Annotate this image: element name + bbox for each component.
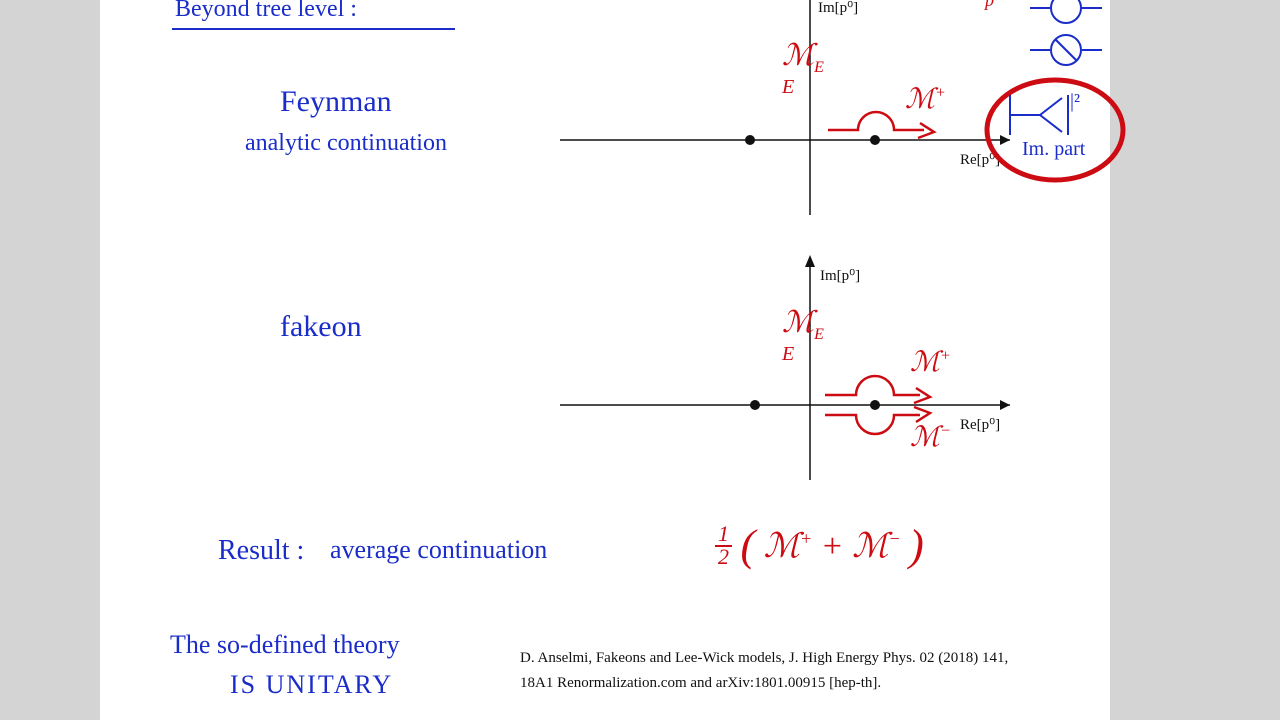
diagram2-svg	[560, 250, 1030, 480]
d1-E: E	[782, 76, 794, 99]
margin-p: p2	[985, 0, 999, 11]
feynman-line1: Feynman	[280, 85, 392, 119]
feynman-line2: analytic continuation	[245, 130, 447, 157]
d2-muplus: ℳ+	[910, 345, 951, 379]
margin-sq: |²	[1070, 90, 1080, 113]
conclusion-line1: The so-defined theory	[170, 630, 400, 660]
result-formula: 1 2 ( ℳ+ + ℳ− )	[715, 520, 924, 571]
citation-line1: D. Anselmi, Fakeons and Lee-Wick models,…	[520, 650, 1008, 667]
margin-svg	[970, 0, 1130, 200]
heading-underline	[172, 28, 455, 30]
fakeon-label: fakeon	[280, 310, 362, 344]
heading-text: Beyond tree level :	[175, 0, 357, 23]
margin-diagrams: p2 |² Im. part	[970, 0, 1130, 200]
result-desc: average continuation	[330, 535, 547, 565]
d2-re-label: Re[p⁰]	[960, 415, 1000, 434]
result-label: Result :	[218, 535, 304, 567]
diagram-fakeon: Im[p⁰] Re[p⁰] ℳE E ℳ+ ℳ−	[560, 250, 1030, 480]
diagram1-svg	[560, 0, 1030, 220]
diagram-feynman: Im[p⁰] Re[p⁰] ℳE E ℳ+	[560, 0, 1030, 220]
d2-muE: ℳE	[782, 305, 824, 344]
d1-muplus: ℳ+	[905, 82, 946, 116]
citation-line2: 18A1 Renormalization.com and arXiv:1801.…	[520, 675, 881, 692]
conclusion-line2: IS UNITARY	[230, 670, 393, 700]
margin-impart: Im. part	[1022, 138, 1085, 161]
page: Beyond tree level : Feynman analytic con…	[100, 0, 1110, 720]
d1-im-label: Im[p⁰]	[818, 0, 858, 17]
d2-muminus: ℳ−	[910, 420, 951, 454]
d2-E: E	[782, 343, 794, 366]
d2-im-label: Im[p⁰]	[820, 266, 860, 285]
d1-muE: ℳE	[782, 38, 824, 77]
